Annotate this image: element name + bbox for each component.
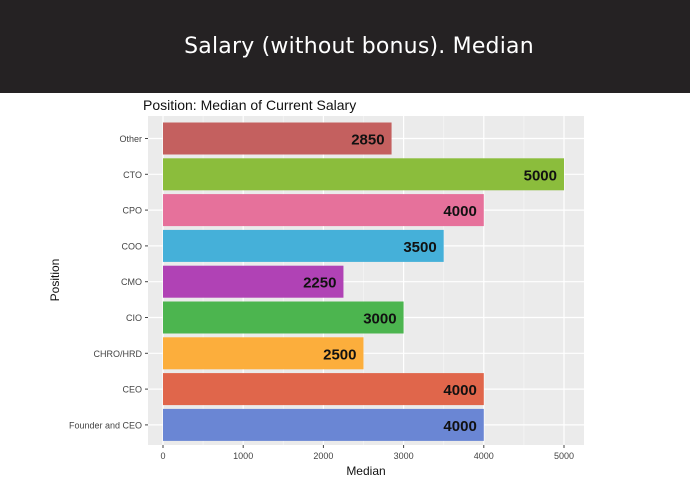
- x-tick-label: 4000: [474, 451, 494, 461]
- x-tick-label: 0: [160, 451, 165, 461]
- bar: [163, 265, 344, 298]
- y-tick-label: CMO: [121, 277, 142, 287]
- data-labels: 2850 5000 4000 3500 2250 3000 2500 4000 4000: [303, 132, 557, 435]
- bar-value-label: 5000: [524, 167, 557, 184]
- x-axis-label: Median: [346, 464, 385, 478]
- bar: [163, 122, 392, 155]
- x-tick-label: 2000: [313, 451, 333, 461]
- bar: [163, 408, 484, 441]
- y-tick-label: CIO: [126, 313, 142, 323]
- y-tick-label: CPO: [122, 206, 142, 216]
- bar-value-label: 2500: [323, 346, 356, 363]
- y-tick-label: CTO: [123, 170, 142, 180]
- y-tick-label: Founder and CEO: [69, 420, 142, 430]
- x-axis-ticks: 0 1000 2000 3000 4000 5000: [160, 445, 574, 461]
- y-axis-label: Position: [48, 259, 62, 302]
- bar-value-label: 4000: [443, 382, 476, 399]
- bar-value-label: 4000: [443, 418, 476, 435]
- y-tick-label: CEO: [122, 385, 142, 395]
- x-tick-label: 3000: [394, 451, 414, 461]
- bar: [163, 194, 484, 227]
- y-tick-label: Other: [119, 134, 142, 144]
- chart-container: Position: Median of Current Salary 2850 5…: [0, 93, 690, 483]
- bar-chart: Position: Median of Current Salary 2850 5…: [48, 97, 584, 478]
- bars: [163, 122, 564, 441]
- y-tick-label: CHRO/HRD: [94, 349, 143, 359]
- bar: [163, 158, 564, 191]
- bar-value-label: 2850: [351, 132, 384, 149]
- bar-value-label: 2250: [303, 275, 336, 292]
- banner-title: Salary (without bonus). Median: [184, 34, 534, 59]
- bar: [163, 373, 484, 406]
- bar: [163, 301, 404, 334]
- x-tick-label: 5000: [554, 451, 574, 461]
- bar: [163, 337, 364, 370]
- x-tick-label: 1000: [233, 451, 253, 461]
- y-axis-ticks: Other CTO CPO COO CMO CIO CHRO/HRD CEO Founder a…: [69, 134, 148, 430]
- bar-value-label: 3000: [363, 311, 396, 328]
- y-tick-label: COO: [121, 241, 142, 251]
- bar-value-label: 4000: [443, 203, 476, 220]
- bar-value-label: 3500: [403, 239, 436, 256]
- chart-title: Position: Median of Current Salary: [143, 97, 356, 113]
- bar: [163, 229, 444, 262]
- title-banner: Salary (without bonus). Median: [0, 0, 690, 93]
